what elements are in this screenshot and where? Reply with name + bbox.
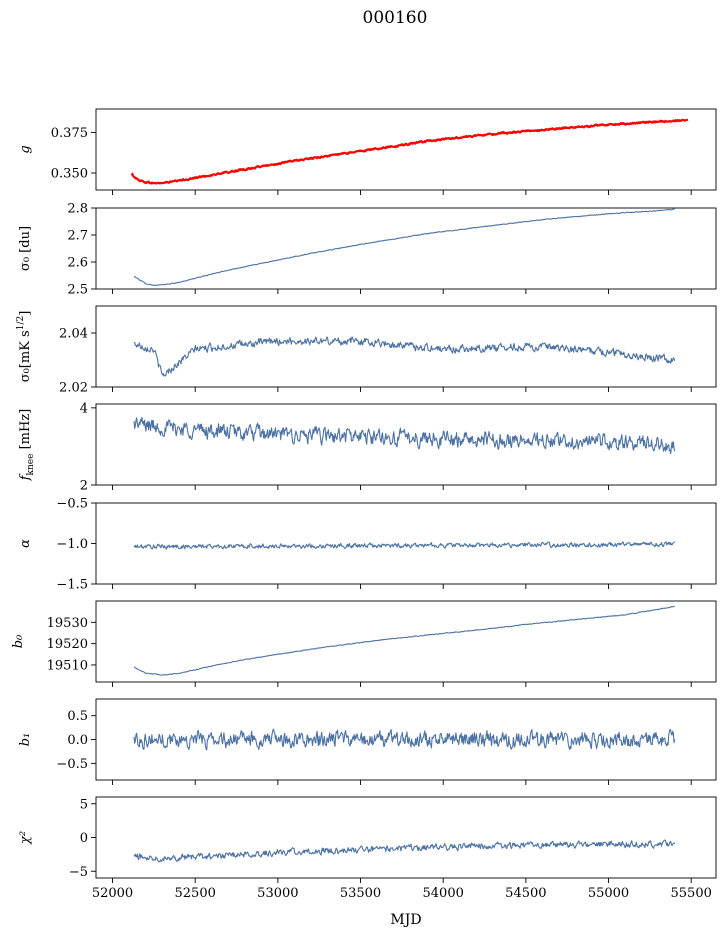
- x-tick-label: 55500: [671, 886, 712, 901]
- series-line: [133, 208, 675, 287]
- panels: 0.350 0.375 g 2.5 2.6 2.7 2.8 σ₀ [du] 2.02 2.04 σ₀…: [11, 108, 717, 901]
- panel-2: 2.5 2.6 2.7 2.8 σ₀ [du]: [18, 202, 717, 298]
- x-tick-label: 53500: [340, 886, 381, 901]
- y-tick-label: 2.7: [67, 229, 88, 244]
- y-tick-label: 19510: [47, 658, 88, 673]
- y-tick-label: 19520: [47, 637, 88, 652]
- y-axis-label: σ₀ [du]: [18, 226, 33, 271]
- axes-frame: [95, 403, 717, 486]
- y-tick-label: 2.5: [67, 283, 88, 298]
- panel-5: −1.5 −1.0 −0.5 α: [18, 497, 717, 593]
- y-tick-label: −0.5: [56, 497, 88, 512]
- panel-8: −5 0 5 52000 52500 53000 53500 54000 54500 55000 5…: [18, 796, 717, 901]
- figure-title: 000160: [363, 8, 428, 28]
- series-line: [133, 336, 676, 377]
- y-tick-label: −1.0: [56, 537, 88, 552]
- axes-frame: [95, 600, 717, 683]
- y-axis-label: σ₀[mK s1/2]: [16, 311, 33, 383]
- y-tick-label: 0.375: [51, 126, 88, 141]
- panel-4: 2 4 fknee [mHz]: [18, 401, 717, 494]
- y-tick-label: 0.5: [67, 709, 88, 724]
- y-axis-label: α: [18, 539, 33, 548]
- y-axis-label: b₀: [11, 634, 26, 648]
- y-tick-label: 2.8: [67, 202, 88, 217]
- panel-6: 19510 19520 19530 b₀: [11, 600, 717, 687]
- y-tick-label: 2: [80, 479, 88, 494]
- series-line: [133, 416, 676, 455]
- x-tick-label: 54500: [505, 886, 546, 901]
- y-tick-label: 2.02: [59, 381, 88, 396]
- y-tick-label: 2.6: [67, 256, 88, 271]
- y-tick-label: −0.5: [56, 757, 88, 772]
- series-line: [133, 839, 676, 863]
- series-line: [133, 605, 675, 676]
- x-tick-label: 52000: [92, 886, 133, 901]
- x-axis-label: MJD: [390, 912, 421, 928]
- panel-7: −0.5 0.0 0.5 b₁: [18, 698, 717, 785]
- panel-3: 2.02 2.04 σ₀[mK s1/2]: [16, 305, 717, 396]
- series-line-red: [131, 118, 689, 185]
- series-line: [133, 728, 676, 751]
- y-tick-label: −1.5: [56, 578, 88, 593]
- x-tick-label: 55000: [588, 886, 629, 901]
- y-axis-label: b₁: [18, 733, 33, 747]
- y-tick-label: 0.350: [51, 166, 88, 181]
- x-tick-label: 54000: [423, 886, 464, 901]
- y-axis-label: χ²: [18, 831, 33, 845]
- axes-frame: [95, 108, 717, 191]
- panel-1: 0.350 0.375 g: [18, 108, 717, 195]
- x-tick-label: 53000: [257, 886, 298, 901]
- y-axis-label: fknee [mHz]: [18, 409, 36, 482]
- y-tick-label: 19530: [47, 616, 88, 631]
- y-axis-label: g: [18, 145, 33, 153]
- y-tick-label: −5: [69, 865, 88, 880]
- y-tick-label: 0: [80, 831, 88, 846]
- y-tick-label: 4: [80, 401, 88, 416]
- x-tick-label: 52500: [175, 886, 216, 901]
- y-tick-label: 2.04: [59, 327, 88, 342]
- axes-frame: [95, 305, 717, 388]
- y-tick-label: 5: [80, 797, 88, 812]
- series-line: [133, 541, 676, 550]
- y-tick-label: 0.0: [67, 733, 88, 748]
- axes-frame: [95, 796, 717, 879]
- axes-frame: [95, 207, 717, 290]
